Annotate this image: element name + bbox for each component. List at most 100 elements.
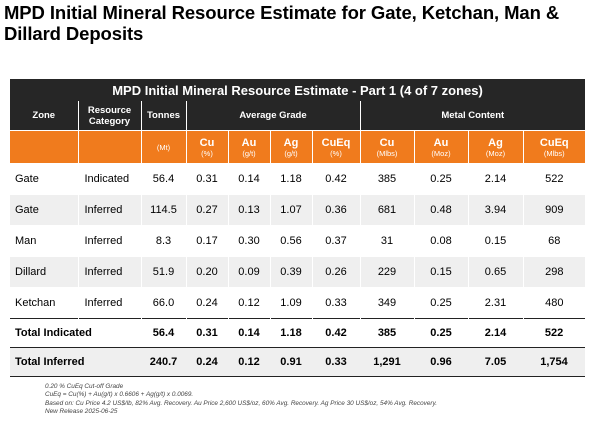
table-cell: 0.12 [227, 287, 270, 319]
table-cell: 1.07 [269, 194, 312, 226]
total-cell: 56.4 [141, 318, 186, 348]
footnote: Based on: Cu Price 4.2 US$/lb, 82% Avg. … [45, 399, 438, 407]
table-cell: 68 [522, 225, 586, 257]
table-cell: 1.09 [269, 287, 312, 319]
table-cell: Ketchan [10, 287, 78, 319]
unit-header-unit: (Mlbs) [543, 148, 565, 158]
table-cell: Inferred [77, 287, 141, 319]
unit-header-unit: (%) [201, 148, 213, 158]
table-cell: 229 [359, 256, 414, 288]
total-cell: 0.14 [228, 318, 270, 348]
unit-header-cell: CuEq (Mlbs) [522, 130, 586, 164]
total-cell: 0.24 [186, 347, 228, 377]
table-cell: 8.3 [140, 225, 186, 257]
header-category: Resource Category [77, 101, 141, 131]
unit-header-cell [77, 130, 141, 164]
footnote: New Release 2025-06-25 [45, 407, 118, 415]
unit-header-cell [10, 130, 78, 164]
table-cell: 0.15 [413, 256, 468, 288]
table-cell: 0.37 [311, 225, 360, 257]
table-cell: 0.42 [311, 163, 360, 195]
footnotes: 0.20 % CuEq Cut-off Grade CuEq = Cu(%) +… [45, 383, 437, 416]
unit-header-name: Cu [199, 136, 215, 149]
table-row: Man Inferred 8.3 0.17 0.30 0.56 0.37 31 0.08 0.15… [10, 225, 586, 257]
total-cell: 0.96 [414, 347, 468, 377]
unit-header-unit: (Moz) [485, 148, 506, 158]
unit-header-cell: CuEq (%) [311, 130, 360, 164]
total-row: Total Indicated 56.4 0.31 0.14 1.18 0.42 385 0.… [10, 318, 586, 348]
table-cell: 0.25 [413, 287, 468, 319]
unit-header-cell: Au (Moz) [413, 130, 468, 164]
unit-header-unit: (Mlbs) [376, 148, 398, 158]
table-cell: 0.14 [227, 163, 270, 195]
table-row: Dillard Inferred 51.9 0.20 0.09 0.39 0.26 229 0.… [10, 256, 586, 288]
table-cell: 0.36 [311, 194, 360, 226]
table-cell: 385 [359, 163, 414, 195]
total-cell: 0.25 [414, 318, 468, 348]
table-cell: 0.26 [311, 256, 360, 288]
table-row: Gate Inferred 114.5 0.27 0.13 1.07 0.36 681 0.48… [10, 194, 586, 226]
table-cell: 0.65 [467, 256, 523, 288]
table-cell: 56.4 [140, 163, 186, 195]
total-cell: 0.42 [312, 318, 360, 348]
unit-header-unit: (%) [330, 148, 342, 158]
table-cell: 349 [359, 287, 414, 319]
total-cell: 522 [523, 318, 586, 348]
table-cell: 3.94 [467, 194, 523, 226]
table-cell: Inferred [77, 256, 141, 288]
unit-header-unit: (g/t) [242, 148, 256, 158]
table-cell: 298 [522, 256, 586, 288]
total-cell: 1.18 [270, 318, 312, 348]
unit-header-unit: (Moz) [431, 148, 451, 158]
unit-header-cell: Ag (Moz) [467, 130, 523, 164]
unit-header-name: Au [433, 136, 449, 149]
unit-header-unit: (g/t) [284, 148, 298, 158]
resource-table: MPD Initial Mineral Resource Estimate - … [10, 79, 586, 377]
table-cell: 2.14 [467, 163, 523, 195]
table-cell: 0.08 [413, 225, 468, 257]
table-cell: 66.0 [140, 287, 186, 319]
unit-header-name: CuEq [321, 136, 351, 149]
total-cell: 0.33 [312, 347, 360, 377]
table-cell: 0.13 [227, 194, 270, 226]
unit-header-name: Ag [488, 136, 503, 149]
table-cell: Inferred [77, 225, 141, 257]
table-cell: Indicated [77, 163, 141, 195]
table-cell: 0.27 [185, 194, 228, 226]
table-cell: 0.31 [185, 163, 228, 195]
total-cell: 7.05 [468, 347, 523, 377]
table-cell: 0.25 [413, 163, 468, 195]
table-cell: 522 [522, 163, 586, 195]
table-cell: Gate [10, 194, 78, 226]
unit-header-unit: (Mt) [156, 142, 171, 152]
unit-header-name: CuEq [539, 136, 569, 149]
table-title: MPD Initial Mineral Resource Estimate - … [10, 79, 586, 101]
table-row: Gate Indicated 56.4 0.31 0.14 1.18 0.42 385 0.25… [10, 163, 586, 195]
footnote: CuEq = Cu(%) + Au(g/t) x 0.6606 + Ag(g/t… [45, 391, 194, 399]
unit-header-cell: Au (g/t) [227, 130, 270, 164]
table-cell: 0.30 [227, 225, 270, 257]
total-label: Total Inferred [10, 347, 141, 377]
total-cell: 385 [360, 318, 414, 348]
table-cell: 681 [359, 194, 414, 226]
table-cell: 0.15 [467, 225, 523, 257]
header-zone: Zone [10, 101, 78, 131]
table-cell: 0.20 [185, 256, 228, 288]
table-cell: Inferred [77, 194, 141, 226]
total-cell: 2.14 [468, 318, 523, 348]
table-row: Ketchan Inferred 66.0 0.24 0.12 1.09 0.33 349 0.… [10, 287, 586, 319]
total-cell: 0.31 [186, 318, 228, 348]
table-cell: 0.39 [269, 256, 312, 288]
total-cell: 0.12 [228, 347, 270, 377]
table-cell: 114.5 [140, 194, 186, 226]
table-cell: 1.18 [269, 163, 312, 195]
total-cell: 0.91 [270, 347, 312, 377]
table-cell: 480 [522, 287, 586, 319]
table-cell: 0.48 [413, 194, 468, 226]
total-label: Total Indicated [10, 318, 141, 348]
table-cell: 51.9 [140, 256, 186, 288]
resource-table-container: MPD Initial Mineral Resource Estimate - … [10, 79, 586, 377]
unit-header-name: Au [241, 136, 257, 149]
table-cell: 2.31 [467, 287, 523, 319]
total-cell: 1,291 [360, 347, 414, 377]
